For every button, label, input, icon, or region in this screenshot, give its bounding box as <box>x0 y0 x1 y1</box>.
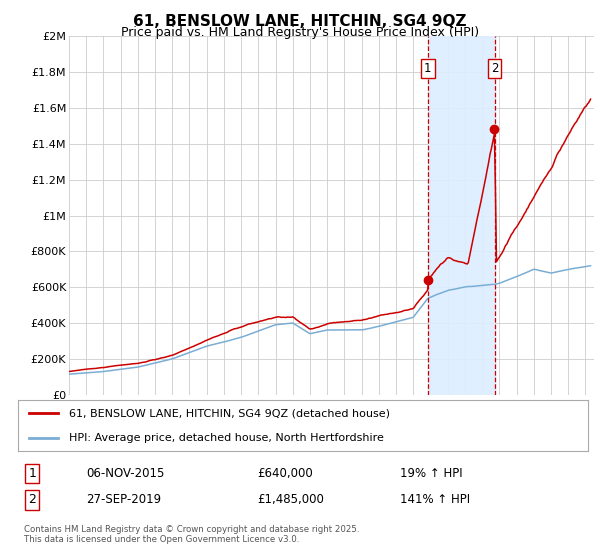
Text: HPI: Average price, detached house, North Hertfordshire: HPI: Average price, detached house, Nort… <box>70 433 384 443</box>
Text: 1: 1 <box>28 467 36 480</box>
Text: 61, BENSLOW LANE, HITCHIN, SG4 9QZ: 61, BENSLOW LANE, HITCHIN, SG4 9QZ <box>133 14 467 29</box>
Text: 27-SEP-2019: 27-SEP-2019 <box>86 493 161 506</box>
Text: 06-NOV-2015: 06-NOV-2015 <box>86 467 165 480</box>
Text: 61, BENSLOW LANE, HITCHIN, SG4 9QZ (detached house): 61, BENSLOW LANE, HITCHIN, SG4 9QZ (deta… <box>70 408 391 418</box>
Text: 19% ↑ HPI: 19% ↑ HPI <box>400 467 463 480</box>
Text: 1: 1 <box>424 62 431 75</box>
Text: £1,485,000: £1,485,000 <box>257 493 324 506</box>
Text: Contains HM Land Registry data © Crown copyright and database right 2025.
This d: Contains HM Land Registry data © Crown c… <box>24 525 359 544</box>
Text: 141% ↑ HPI: 141% ↑ HPI <box>400 493 470 506</box>
Text: 2: 2 <box>28 493 36 506</box>
Text: Price paid vs. HM Land Registry's House Price Index (HPI): Price paid vs. HM Land Registry's House … <box>121 26 479 39</box>
Text: £640,000: £640,000 <box>257 467 313 480</box>
Text: 2: 2 <box>491 62 499 75</box>
Bar <box>428 36 494 395</box>
